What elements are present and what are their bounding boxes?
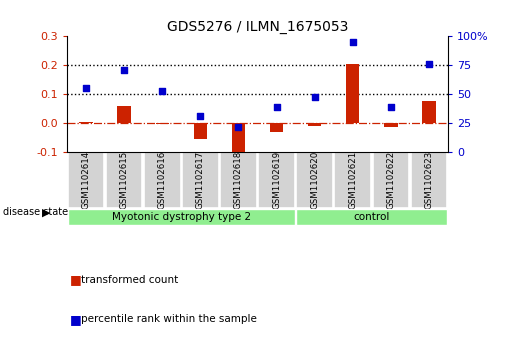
Point [158, 88, 166, 94]
Text: Myotonic dystrophy type 2: Myotonic dystrophy type 2 [112, 212, 251, 222]
Bar [422, 101, 436, 123]
Text: transformed count: transformed count [81, 274, 179, 285]
Point [272, 104, 281, 110]
Bar [194, 123, 207, 139]
FancyBboxPatch shape [410, 152, 448, 208]
Text: control: control [354, 212, 390, 222]
FancyBboxPatch shape [106, 152, 143, 208]
FancyBboxPatch shape [334, 152, 371, 208]
Point [425, 61, 433, 67]
FancyBboxPatch shape [67, 209, 295, 225]
Text: ▶: ▶ [42, 207, 51, 217]
Point [234, 125, 243, 130]
Text: GSM1102621: GSM1102621 [348, 151, 357, 209]
Bar [346, 64, 359, 123]
Text: disease state: disease state [3, 207, 67, 217]
Text: GSM1102623: GSM1102623 [424, 151, 434, 209]
Bar [384, 123, 398, 127]
Text: GSM1102619: GSM1102619 [272, 151, 281, 209]
Bar [79, 122, 93, 123]
Text: GSM1102616: GSM1102616 [158, 151, 167, 209]
FancyBboxPatch shape [372, 152, 409, 208]
FancyBboxPatch shape [296, 209, 448, 225]
FancyBboxPatch shape [182, 152, 219, 208]
Point [349, 39, 357, 45]
Bar [270, 123, 283, 132]
Text: ■: ■ [70, 313, 81, 326]
Title: GDS5276 / ILMN_1675053: GDS5276 / ILMN_1675053 [167, 20, 348, 34]
Text: ■: ■ [70, 273, 81, 286]
Bar [232, 123, 245, 155]
Text: GSM1102618: GSM1102618 [234, 151, 243, 209]
Bar [156, 123, 169, 125]
Point [387, 104, 395, 110]
Point [120, 67, 128, 73]
FancyBboxPatch shape [220, 152, 257, 208]
Text: GSM1102617: GSM1102617 [196, 151, 205, 209]
Point [82, 85, 90, 91]
Point [311, 94, 319, 100]
Text: GSM1102615: GSM1102615 [119, 151, 129, 209]
Text: GSM1102614: GSM1102614 [81, 151, 91, 209]
Bar [308, 123, 321, 126]
Text: percentile rank within the sample: percentile rank within the sample [81, 314, 258, 325]
Bar [117, 106, 131, 123]
Point [196, 113, 204, 119]
FancyBboxPatch shape [67, 152, 105, 208]
Text: GSM1102622: GSM1102622 [386, 151, 396, 209]
Text: GSM1102620: GSM1102620 [310, 151, 319, 209]
FancyBboxPatch shape [144, 152, 181, 208]
FancyBboxPatch shape [258, 152, 295, 208]
FancyBboxPatch shape [296, 152, 333, 208]
